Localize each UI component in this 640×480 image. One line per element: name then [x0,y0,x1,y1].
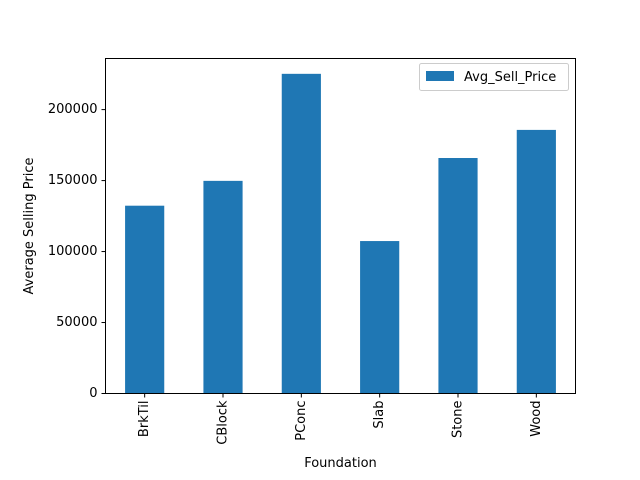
x-tick-label: BrkTil [137,401,152,438]
bars-group [125,73,556,394]
bar-cblock [203,180,243,394]
x-axis: BrkTil CBlock PConc Slab Stone Wood [137,393,544,445]
x-tick-label: CBlock [216,400,231,445]
x-tick-label: Wood [529,401,544,437]
bar-stone [438,158,478,394]
legend-frame [419,63,569,91]
x-tick-label: PConc [294,401,309,441]
legend-swatch [426,71,454,81]
legend: Avg_Sell_Price [419,63,569,91]
y-tick-label: 0 [89,386,97,401]
plot-frame [105,58,576,394]
y-tick-label: 150000 [48,173,98,188]
x-tick-label: Stone [451,401,466,439]
bar-brktil [125,205,165,394]
y-tick-label: 50000 [56,315,97,330]
x-axis-label: Foundation [304,456,377,471]
bar-pconc [281,73,321,394]
bar-wood [516,129,556,394]
y-axis: 0 50000 100000 150000 200000 [48,102,106,401]
y-tick-label: 200000 [48,102,98,117]
x-tick-label: Slab [372,401,387,429]
y-tick-label: 100000 [48,244,98,259]
y-axis-label: Average Selling Price [22,158,37,295]
bar-slab [360,241,400,394]
legend-label: Avg_Sell_Price [464,70,556,85]
